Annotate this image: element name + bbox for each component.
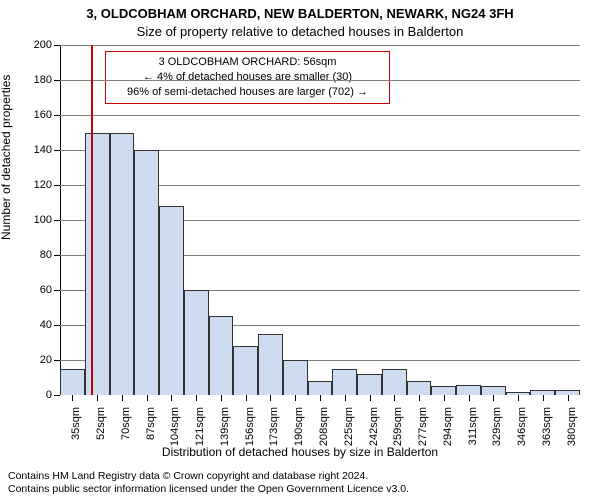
histogram-bar [159,206,184,395]
histogram-bar [382,369,407,395]
y-tick [54,150,60,151]
x-tick [295,395,296,401]
y-tick [54,115,60,116]
x-tick [196,395,197,401]
x-tick-label: 259sqm [392,407,404,446]
y-tick-label: 140 [34,144,52,156]
x-tick [171,395,172,401]
histogram-bar [357,374,382,395]
x-tick-label: 311sqm [467,407,479,445]
x-axis-label: Distribution of detached houses by size … [0,445,600,459]
x-tick [97,395,98,401]
x-tick [122,395,123,401]
x-tick-label: 363sqm [541,407,553,446]
y-tick [54,395,60,396]
x-tick [370,395,371,401]
histogram-bar [110,133,135,396]
annotation-line3: 96% of semi-detached houses are larger (… [112,85,383,100]
histogram-bar [431,386,456,395]
attribution-text: Contains HM Land Registry data © Crown c… [8,470,409,496]
y-tick [54,255,60,256]
x-tick-label: 139sqm [219,407,231,446]
x-tick [518,395,519,401]
y-axis-label: Number of detached properties [0,75,13,240]
x-tick [493,395,494,401]
annotation-line2: ← 4% of detached houses are smaller (30) [112,70,383,85]
marker-annotation: 3 OLDCOBHAM ORCHARD: 56sqm ← 4% of detac… [105,51,390,104]
y-tick-label: 120 [34,179,52,191]
x-tick-label: 208sqm [318,407,330,446]
y-tick-label: 60 [40,284,52,296]
x-tick-label: 242sqm [368,407,380,446]
y-tick-label: 20 [40,354,52,366]
x-tick-label: 52sqm [95,407,107,440]
x-tick [394,395,395,401]
x-tick-label: 346sqm [516,407,528,446]
x-tick [72,395,73,401]
histogram-bar [308,381,333,395]
histogram-bar [233,346,258,395]
histogram-bar [258,334,283,395]
x-tick [221,395,222,401]
histogram-bar [456,385,481,396]
x-tick [419,395,420,401]
y-tick [54,290,60,291]
y-tick-label: 0 [46,389,52,401]
x-tick [320,395,321,401]
y-tick [54,360,60,361]
histogram-bar [407,381,432,395]
y-tick [54,325,60,326]
y-tick [54,45,60,46]
attribution-line1: Contains HM Land Registry data © Crown c… [8,470,409,483]
histogram-bar [283,360,308,395]
x-tick [246,395,247,401]
x-tick [345,395,346,401]
y-tick-label: 40 [40,319,52,331]
histogram-bar [332,369,357,395]
x-tick-label: 380sqm [566,407,578,446]
x-tick [270,395,271,401]
y-tick-label: 200 [34,39,52,51]
annotation-line1: 3 OLDCOBHAM ORCHARD: 56sqm [112,55,383,70]
grid-line [60,80,580,81]
plot-area: 3 OLDCOBHAM ORCHARD: 56sqm ← 4% of detac… [60,45,580,395]
x-tick [147,395,148,401]
y-tick-label: 80 [40,249,52,261]
grid-line [60,115,580,116]
attribution-line2: Contains public sector information licen… [8,483,409,496]
x-tick-label: 294sqm [442,407,454,446]
histogram-bar [184,290,209,395]
x-tick-label: 173sqm [268,407,280,446]
x-tick-label: 35sqm [70,407,82,440]
histogram-bar [134,150,159,395]
x-tick-label: 329sqm [491,407,503,446]
x-tick [444,395,445,401]
y-tick-label: 100 [34,214,52,226]
histogram-bar [60,369,85,395]
chart-subtitle: Size of property relative to detached ho… [0,24,600,39]
x-tick-label: 70sqm [120,407,132,440]
y-tick-label: 160 [34,109,52,121]
chart-title: 3, OLDCOBHAM ORCHARD, NEW BALDERTON, NEW… [0,6,600,21]
y-tick [54,220,60,221]
y-tick-label: 180 [34,74,52,86]
x-tick-label: 87sqm [145,407,157,440]
x-tick-label: 225sqm [343,407,355,446]
x-tick-label: 190sqm [293,407,305,446]
y-tick [54,185,60,186]
chart-container: 3, OLDCOBHAM ORCHARD, NEW BALDERTON, NEW… [0,0,600,500]
property-marker-line [91,45,93,395]
x-tick [568,395,569,401]
x-tick-label: 104sqm [169,407,181,446]
histogram-bar [85,133,110,396]
histogram-bar [481,386,506,395]
x-tick-label: 156sqm [244,407,256,446]
x-tick-label: 121sqm [194,407,206,446]
histogram-bar [209,316,234,395]
x-tick-label: 277sqm [417,407,429,446]
x-tick [543,395,544,401]
y-tick [54,80,60,81]
x-tick [469,395,470,401]
grid-line [60,45,580,46]
